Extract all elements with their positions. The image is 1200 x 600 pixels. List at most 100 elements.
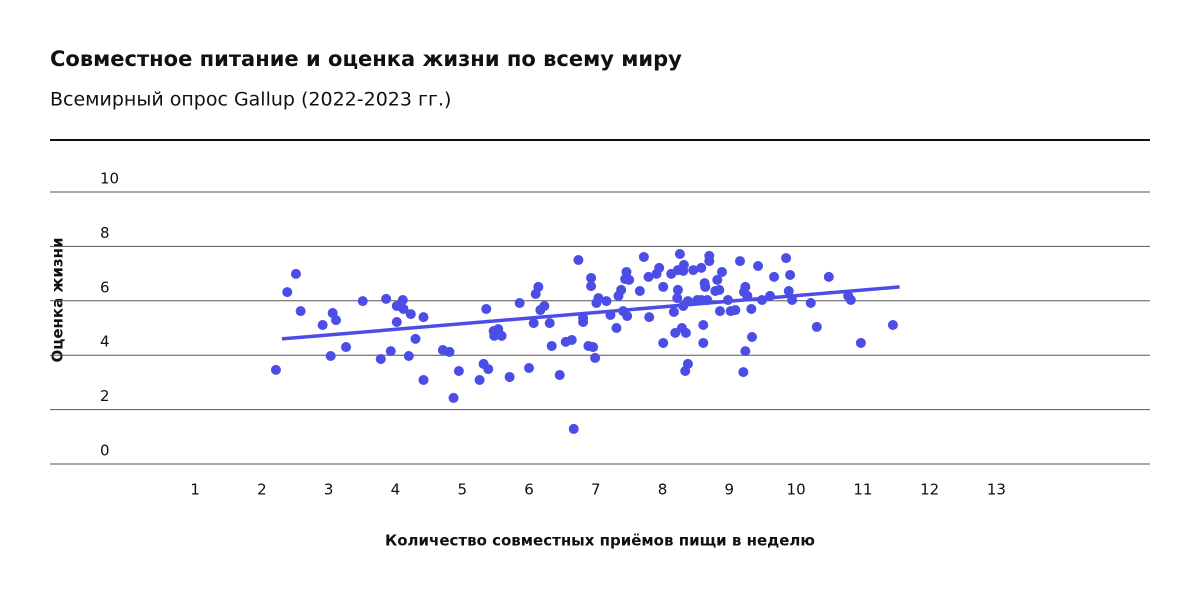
scatter-point [385, 346, 396, 357]
scatter-point [735, 256, 746, 267]
scatter-point [546, 340, 557, 351]
scatter-point [586, 281, 597, 292]
scatter-point [678, 259, 689, 270]
y-tick-label: 2 [100, 387, 110, 405]
scatter-point [554, 370, 565, 381]
scatter-point [696, 262, 707, 273]
scatter-point [716, 266, 727, 277]
scatter-point [668, 306, 679, 317]
scatter-point [398, 303, 409, 314]
scatter-point [481, 303, 492, 314]
scatter-point [672, 284, 683, 295]
y-tick-label: 8 [100, 224, 110, 242]
scatter-point [391, 317, 402, 328]
scatter-point [588, 342, 599, 353]
scatter-point [805, 297, 816, 308]
scatter-point [704, 250, 715, 261]
scatter-point [601, 296, 612, 307]
scatter-point [845, 294, 856, 305]
scatter-point [341, 342, 352, 353]
scatter-point [616, 284, 627, 295]
scatter-point [672, 293, 683, 304]
scatter-point [698, 337, 709, 348]
scatter-point [674, 249, 685, 260]
scatter-point [823, 271, 834, 282]
scatter-point [403, 351, 414, 362]
scatter-point [811, 321, 822, 332]
scatter-point [785, 269, 796, 280]
scatter-point [688, 265, 699, 276]
scatter-point [621, 266, 632, 277]
scatter-point [769, 271, 780, 282]
chart-title: Совместное питание и оценка жизни по все… [50, 47, 682, 71]
scatter-point [524, 362, 534, 373]
scatter-point [544, 318, 555, 329]
scatter-point [381, 293, 392, 304]
scatter-point [317, 320, 328, 331]
scatter-point [397, 294, 408, 305]
x-tick-label: 7 [591, 481, 601, 499]
scatter-point [474, 374, 485, 385]
scatter-point [270, 364, 281, 375]
x-tick-label: 1 [190, 481, 200, 499]
x-tick-label: 5 [457, 481, 467, 499]
scatter-point [740, 346, 751, 357]
scatter-point [418, 374, 429, 385]
scatter-point [638, 252, 649, 263]
scatter-point [282, 287, 293, 298]
scatter-point [496, 330, 507, 341]
x-tick-label: 12 [920, 481, 939, 499]
scatter-point [533, 281, 544, 292]
scatter-point [295, 306, 306, 317]
scatter-point [855, 337, 866, 348]
scatter-point [658, 337, 669, 348]
x-tick-label: 4 [391, 481, 401, 499]
scatter-point [624, 274, 635, 285]
y-tick-label: 6 [100, 278, 110, 296]
scatter-point [539, 300, 550, 311]
scatter-point [611, 323, 622, 333]
scatter-point [483, 364, 494, 375]
y-tick-label: 0 [100, 442, 110, 460]
scatter-point [654, 262, 665, 273]
scatter-point [290, 268, 301, 279]
x-tick-label: 6 [524, 481, 534, 499]
scatter-point [528, 318, 539, 329]
scatter-point [753, 260, 764, 271]
scatter-point [783, 286, 794, 297]
scatter-point [568, 423, 579, 434]
scatter-point [730, 305, 741, 316]
scatter-point [573, 255, 584, 265]
scatter-point [590, 352, 601, 363]
scatter-point [593, 293, 604, 304]
scatter-point [781, 253, 792, 264]
x-tick-label: 2 [257, 481, 267, 499]
scatter-point [714, 306, 725, 317]
x-tick-label: 8 [658, 481, 668, 499]
scatter-point [746, 303, 757, 314]
scatter-point [738, 367, 749, 378]
scatter-point [699, 278, 710, 289]
scatter-point [682, 358, 693, 369]
x-tick-label: 11 [853, 481, 872, 499]
scatter-point [448, 392, 459, 403]
x-tick-label: 13 [987, 481, 1006, 499]
scatter-point [887, 320, 898, 331]
chart-subtitle: Всемирный опрос Gallup (2022-2023 гг.) [50, 89, 451, 111]
scatter-point [566, 334, 577, 345]
scatter-point [747, 331, 758, 342]
scatter-point [357, 296, 368, 307]
scatter-point [514, 297, 525, 308]
scatter-point [453, 365, 464, 376]
x-tick-label: 10 [787, 481, 806, 499]
scatter-point [405, 309, 416, 320]
scatter-point [586, 272, 597, 283]
scatter-point [418, 312, 429, 323]
x-tick-label: 9 [725, 481, 735, 499]
scatter-point [622, 311, 633, 322]
trend-line [281, 285, 900, 341]
x-axis-label: Количество совместных приёмов пищи в нед… [385, 532, 815, 550]
scatter-point [644, 312, 655, 323]
